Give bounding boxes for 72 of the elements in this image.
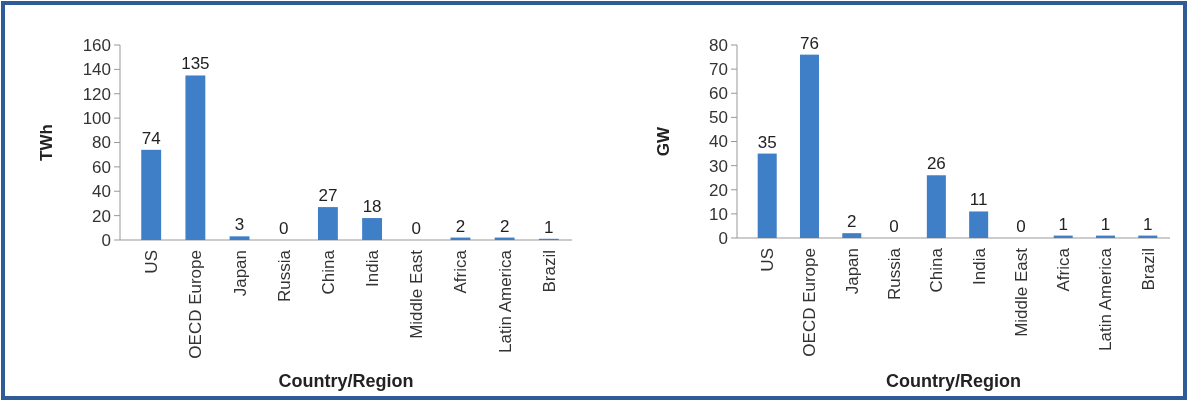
y-tick-label: 120 bbox=[82, 84, 111, 104]
x-tick-label: Latin America bbox=[1096, 247, 1116, 351]
x-tick-label: Africa bbox=[451, 249, 471, 294]
data-label: 2 bbox=[499, 216, 510, 236]
data-label: 1 bbox=[1100, 214, 1111, 234]
data-label: 2 bbox=[847, 212, 857, 232]
y-tick-label: 40 bbox=[709, 132, 728, 152]
x-tick-label: Brazil bbox=[539, 250, 559, 293]
data-label: 11 bbox=[969, 190, 988, 210]
data-label: 135 bbox=[181, 54, 210, 74]
data-label: 1 bbox=[544, 217, 554, 237]
bar bbox=[229, 236, 250, 240]
x-tick-label: US bbox=[142, 250, 162, 274]
y-axis-title: TWh bbox=[37, 124, 56, 161]
data-label: 3 bbox=[234, 215, 245, 235]
bar bbox=[185, 75, 206, 240]
y-tick-label: 80 bbox=[92, 133, 111, 153]
y-tick-label: 70 bbox=[709, 60, 728, 80]
x-tick-label: China bbox=[318, 249, 338, 295]
y-tick-label: 140 bbox=[82, 60, 111, 80]
bar bbox=[926, 175, 946, 238]
y-tick-label: 50 bbox=[709, 108, 728, 128]
x-tick-label: Japan bbox=[230, 250, 250, 297]
data-label: 1 bbox=[1143, 214, 1153, 234]
x-tick-label: OECD Europe bbox=[186, 250, 206, 359]
data-label: 0 bbox=[279, 219, 289, 238]
x-tick-label: Middle East bbox=[1011, 247, 1031, 337]
x-tick-label: Russia bbox=[885, 247, 905, 300]
y-tick-label: 20 bbox=[92, 206, 111, 226]
data-label: 18 bbox=[362, 197, 382, 217]
y-axis-title: GW bbox=[654, 125, 673, 157]
y-tick-label: 100 bbox=[82, 109, 111, 129]
bar bbox=[969, 211, 989, 238]
y-tick-label: 40 bbox=[92, 182, 111, 202]
data-label: 1 bbox=[1058, 214, 1068, 234]
bar bbox=[362, 218, 383, 240]
y-tick-label: 0 bbox=[101, 230, 111, 250]
x-tick-label: Russia bbox=[274, 249, 294, 302]
y-tick-label: 20 bbox=[709, 180, 728, 200]
data-label: 35 bbox=[757, 132, 777, 152]
x-tick-label: China bbox=[927, 247, 947, 293]
y-tick-label: 60 bbox=[92, 157, 111, 177]
x-tick-label: Latin America bbox=[495, 249, 515, 353]
x-axis-title: Country/Region bbox=[278, 371, 414, 391]
x-tick-label: OECD Europe bbox=[800, 248, 820, 357]
data-label: 76 bbox=[800, 33, 819, 53]
y-tick-label: 60 bbox=[709, 84, 728, 104]
x-tick-label: Middle East bbox=[407, 249, 427, 339]
x-tick-label: US bbox=[758, 248, 778, 272]
bar bbox=[757, 153, 777, 238]
x-axis-title: Country/Region bbox=[886, 371, 1021, 391]
x-tick-label: Japan bbox=[842, 248, 862, 295]
data-label: 0 bbox=[889, 217, 899, 236]
data-label: 0 bbox=[1016, 217, 1026, 236]
bar bbox=[842, 233, 862, 238]
data-label: 0 bbox=[411, 219, 421, 238]
y-tick-label: 80 bbox=[709, 35, 728, 55]
data-label: 27 bbox=[318, 186, 338, 206]
x-tick-label: Brazil bbox=[1138, 248, 1158, 291]
bar bbox=[317, 207, 338, 240]
y-tick-label: 10 bbox=[709, 204, 728, 224]
y-tick-label: 160 bbox=[82, 35, 111, 55]
bar bbox=[141, 149, 162, 240]
data-label: 2 bbox=[455, 216, 466, 236]
x-tick-label: India bbox=[969, 247, 989, 285]
y-tick-label: 30 bbox=[709, 156, 728, 176]
data-label: 74 bbox=[141, 128, 161, 148]
data-label: 26 bbox=[926, 154, 946, 174]
y-tick-label: 0 bbox=[718, 228, 728, 248]
bar bbox=[799, 54, 819, 238]
x-tick-label: India bbox=[363, 249, 383, 287]
x-tick-label: Africa bbox=[1054, 247, 1074, 292]
